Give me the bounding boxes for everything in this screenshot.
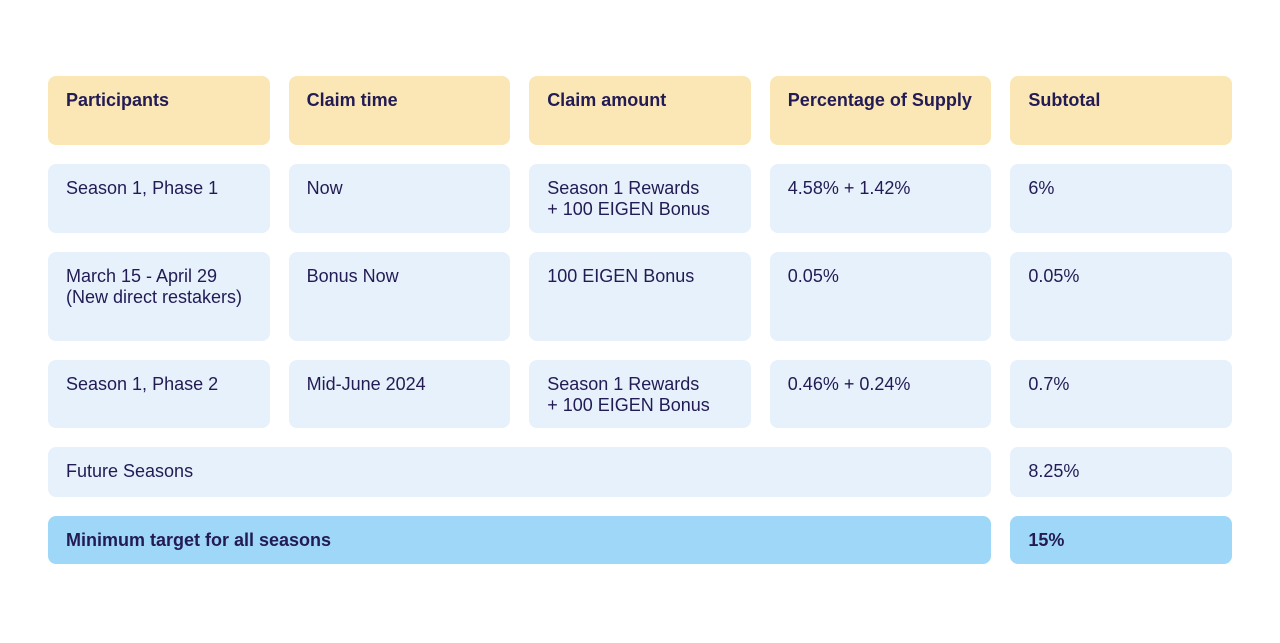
- row3-percentage-of-supply: 0.46% + 0.24%: [769, 360, 992, 428]
- row1-participants: Season 1, Phase 1: [48, 164, 270, 233]
- header-claim-amount: Claim amount: [529, 76, 751, 145]
- row1-claim-time: Now: [288, 164, 511, 233]
- row2-participants: March 15 - April 29 (New direct restaker…: [48, 252, 270, 341]
- row1-subtotal: 6%: [1010, 164, 1232, 233]
- row3-claim-time: Mid-June 2024: [288, 360, 511, 428]
- row1-claim-amount: Season 1 Rewards + 100 EIGEN Bonus: [529, 164, 751, 233]
- header-claim-time: Claim time: [288, 76, 511, 145]
- minimum-target-label: Minimum target for all seasons: [48, 516, 992, 564]
- row2-percentage-of-supply: 0.05%: [769, 252, 992, 341]
- minimum-target-subtotal: 15%: [1010, 516, 1232, 564]
- row2-claim-amount: 100 EIGEN Bonus: [529, 252, 751, 341]
- rewards-table: Participants Claim time Claim amount Per…: [48, 76, 1232, 564]
- future-seasons-label: Future Seasons: [48, 447, 992, 497]
- row2-subtotal: 0.05%: [1010, 252, 1232, 341]
- row3-subtotal: 0.7%: [1010, 360, 1232, 428]
- header-subtotal: Subtotal: [1010, 76, 1232, 145]
- row3-claim-amount: Season 1 Rewards + 100 EIGEN Bonus: [529, 360, 751, 428]
- row2-claim-time: Bonus Now: [288, 252, 511, 341]
- header-participants: Participants: [48, 76, 270, 145]
- header-percentage-of-supply: Percentage of Supply: [769, 76, 992, 145]
- row3-participants: Season 1, Phase 2: [48, 360, 270, 428]
- future-seasons-subtotal: 8.25%: [1010, 447, 1232, 497]
- row1-percentage-of-supply: 4.58% + 1.42%: [769, 164, 992, 233]
